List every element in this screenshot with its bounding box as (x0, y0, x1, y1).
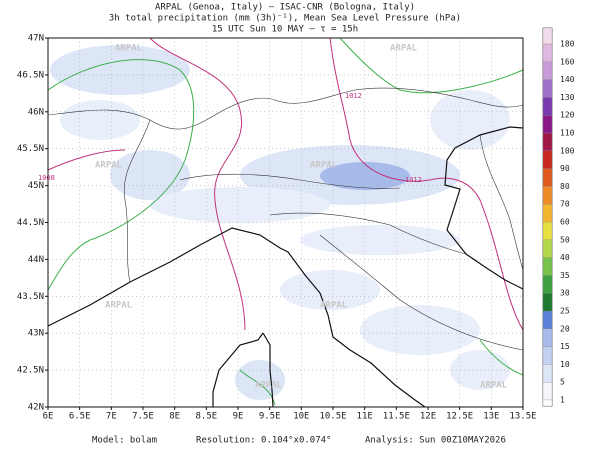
colorbar-label: 25 (560, 307, 570, 316)
colorbar-swatch (542, 239, 553, 258)
lon-label: 11.5E (383, 412, 410, 422)
colorbar-swatch (542, 79, 553, 98)
colorbar-label: 40 (560, 253, 570, 262)
colorbar-label: 1 (560, 396, 565, 405)
lon-label: 10.5E (319, 412, 346, 422)
watermark: ARPAL (255, 381, 283, 391)
colorbar-label: 120 (560, 111, 575, 120)
colorbar-label: 50 (560, 235, 570, 244)
watermark: ARPAL (390, 44, 418, 54)
lat-label: 42N (28, 403, 44, 413)
colorbar: 1510152025303540506070809010011012013014… (542, 27, 575, 407)
title-line: 3h total precipitation (mm (3h)⁻¹), Mean… (109, 14, 461, 24)
lon-label: 8E (169, 412, 180, 422)
colorbar-swatch (542, 43, 553, 62)
lat-label: 43.5N (17, 292, 44, 302)
footer-resolution: Resolution: 0.104°x0.074° (196, 436, 331, 446)
lat-label: 46.5N (17, 70, 44, 80)
lon-label: 6E (43, 412, 54, 422)
isobar-label: 1012 (405, 176, 422, 184)
lat-label: 47N (28, 34, 44, 44)
colorbar-swatch (542, 186, 553, 205)
lon-label: 13.5E (509, 412, 536, 422)
lat-label: 44.5N (17, 218, 44, 228)
colorbar-swatch (542, 328, 553, 347)
lon-label: 12.5E (446, 412, 473, 422)
lat-label: 42.5N (17, 366, 44, 376)
colorbar-label: 10 (560, 360, 570, 369)
colorbar-label: 130 (560, 93, 575, 102)
colorbar-label: 140 (560, 75, 575, 84)
colorbar-label: 60 (560, 218, 570, 227)
colorbar-label: 90 (560, 164, 570, 173)
colorbar-label: 80 (560, 182, 570, 191)
lat-label: 44N (28, 255, 44, 265)
title-line: ARPAL (Genoa, Italy) — ISAC-CNR (Bologna… (155, 3, 415, 13)
coastline (47, 126, 524, 408)
watermark: ARPAL (310, 161, 338, 171)
colorbar-swatch (542, 293, 553, 312)
lon-label: 9.5E (259, 412, 281, 422)
lat-label: 45N (28, 181, 44, 191)
lat-label: 45.5N (17, 144, 44, 154)
lat-label: 46N (28, 107, 44, 117)
colorbar-label: 30 (560, 289, 570, 298)
colorbar-swatch (542, 168, 553, 187)
colorbar-swatch (542, 399, 553, 407)
map: 6E 6.5E 7E 7.5E 8E 8.5E 9E 9.5E 10E 10.5E 11E 11.5E… (17, 34, 537, 422)
lat-label: 43N (28, 329, 44, 339)
colorbar-swatch (542, 382, 553, 401)
lon-label: 9E (233, 412, 244, 422)
grid (48, 38, 523, 407)
colorbar-label: 35 (560, 271, 570, 280)
watermark: ARPAL (480, 381, 508, 391)
colorbar-label: 160 (560, 57, 575, 66)
colorbar-swatch (542, 61, 553, 80)
colorbar-swatch (542, 275, 553, 294)
lon-label: 11E (357, 412, 373, 422)
footer-model: Model: bolam (92, 436, 157, 446)
colorbar-swatch (542, 97, 553, 116)
watermark: ARPAL (320, 301, 348, 311)
title-line: 15 UTC Sun 10 MAY — τ = 15h (212, 25, 358, 35)
colorbar-label: 110 (560, 129, 575, 138)
lon-label: 7.5E (132, 412, 154, 422)
lon-label: 7E (106, 412, 117, 422)
lon-label: 12E (420, 412, 436, 422)
isobars (47, 37, 524, 406)
isobar-label: 1008 (38, 174, 55, 182)
colorbar-label: 20 (560, 324, 570, 333)
isobar-label: 1012 (345, 92, 362, 100)
watermark: ARPAL (115, 44, 143, 54)
footer-analysis: Analysis: Sun 00Z10MAY2026 (365, 436, 506, 446)
colorbar-swatch (542, 115, 553, 134)
colorbar-label: 15 (560, 342, 570, 351)
lon-label: 10E (293, 412, 309, 422)
colorbar-label: 5 (560, 378, 565, 387)
watermark: ARPAL (105, 301, 133, 311)
colorbar-swatch (542, 257, 553, 276)
colorbar-swatch (542, 310, 553, 329)
colorbar-swatch (542, 132, 553, 151)
watermark: ARPAL (95, 161, 123, 171)
colorbar-swatch (542, 27, 553, 45)
colorbar-swatch (542, 150, 553, 169)
colorbar-swatch (542, 346, 553, 365)
borders (47, 87, 524, 351)
colorbar-label: 180 (560, 40, 575, 49)
lon-label: 8.5E (195, 412, 217, 422)
colorbar-label: 100 (560, 146, 575, 155)
colorbar-label: 70 (560, 200, 570, 209)
map-labels: 6E 6.5E 7E 7.5E 8E 8.5E 9E 9.5E 10E 10.5E 11E 11.5E… (17, 34, 537, 422)
lon-label: 6.5E (69, 412, 91, 422)
colorbar-swatch (542, 204, 553, 223)
lon-label: 13E (483, 412, 499, 422)
colorbar-swatch (542, 221, 553, 240)
colorbar-swatch (542, 364, 553, 383)
